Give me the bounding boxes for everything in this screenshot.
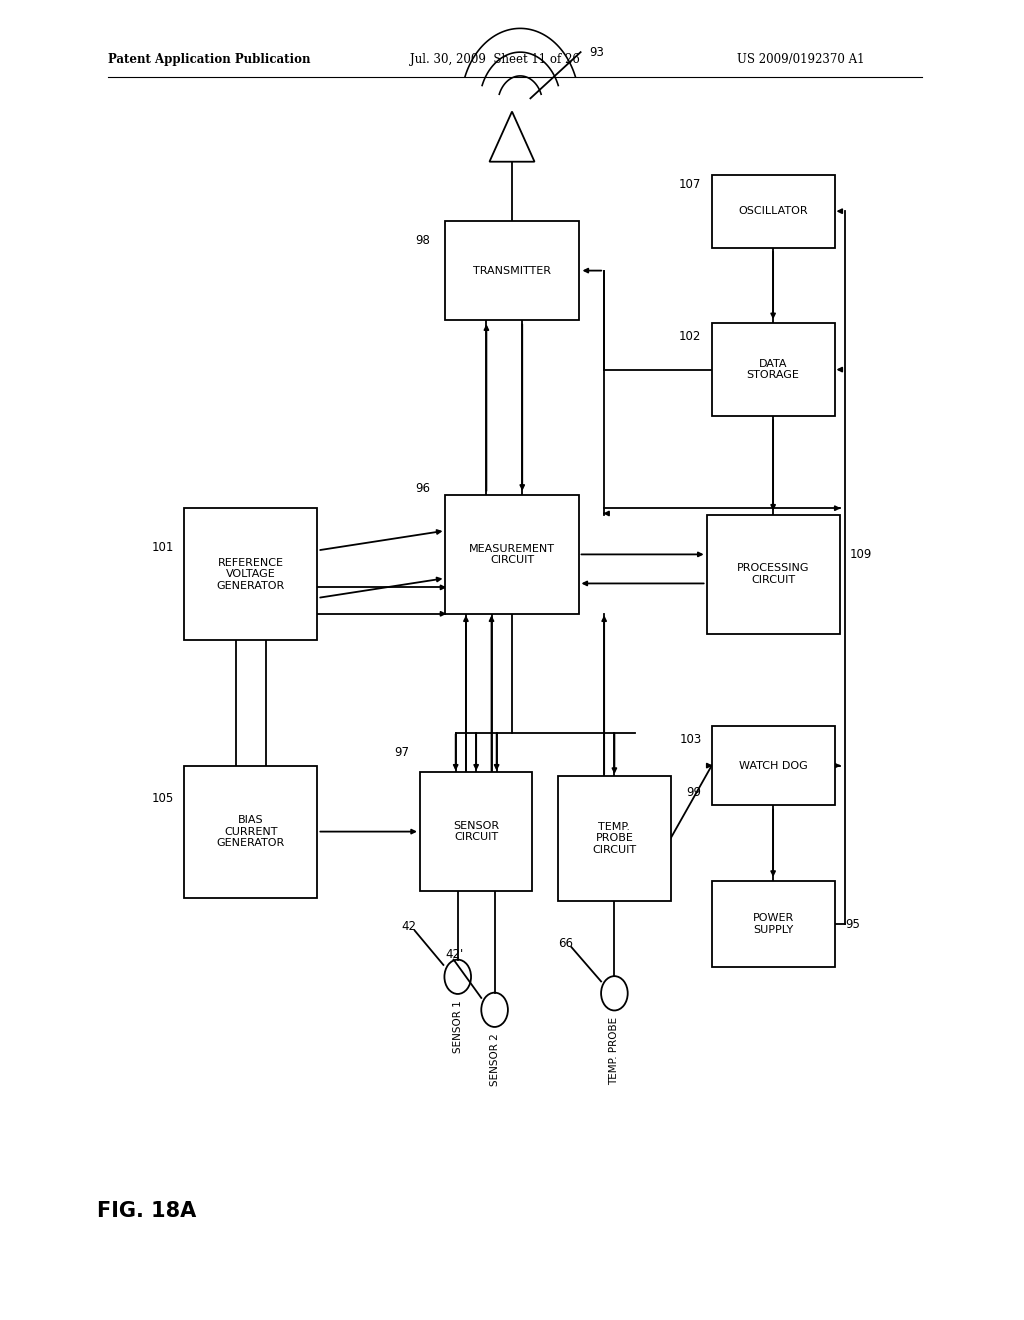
Text: 95: 95 xyxy=(845,917,860,931)
Bar xyxy=(712,174,835,248)
Text: 105: 105 xyxy=(152,792,174,805)
Text: 96: 96 xyxy=(415,482,430,495)
Text: 99: 99 xyxy=(686,785,701,799)
Text: PROCESSING
CIRCUIT: PROCESSING CIRCUIT xyxy=(737,564,809,585)
Bar xyxy=(184,508,317,640)
Bar xyxy=(445,495,579,614)
Text: BIAS
CURRENT
GENERATOR: BIAS CURRENT GENERATOR xyxy=(217,814,285,849)
Bar xyxy=(420,772,532,891)
Text: DATA
STORAGE: DATA STORAGE xyxy=(746,359,800,380)
Text: POWER
SUPPLY: POWER SUPPLY xyxy=(753,913,794,935)
Text: 42': 42' xyxy=(445,948,464,961)
Text: TEMP. PROBE: TEMP. PROBE xyxy=(609,1016,620,1085)
Text: Jul. 30, 2009  Sheet 11 of 26: Jul. 30, 2009 Sheet 11 of 26 xyxy=(410,53,580,66)
Text: 42: 42 xyxy=(401,920,417,933)
Text: FIG. 18A: FIG. 18A xyxy=(97,1201,197,1221)
Bar xyxy=(184,766,317,898)
Bar xyxy=(707,515,840,634)
Text: 107: 107 xyxy=(679,178,701,191)
Text: REFERENCE
VOLTAGE
GENERATOR: REFERENCE VOLTAGE GENERATOR xyxy=(217,557,285,591)
Text: TRANSMITTER: TRANSMITTER xyxy=(473,265,551,276)
Bar xyxy=(712,726,835,805)
Text: 93: 93 xyxy=(589,46,604,58)
Text: OSCILLATOR: OSCILLATOR xyxy=(738,206,808,216)
Text: Patent Application Publication: Patent Application Publication xyxy=(108,53,310,66)
Text: 101: 101 xyxy=(152,541,174,554)
Text: 102: 102 xyxy=(679,330,701,343)
Text: 98: 98 xyxy=(415,235,430,247)
Bar xyxy=(712,882,835,966)
Text: 103: 103 xyxy=(679,733,701,746)
Text: WATCH DOG: WATCH DOG xyxy=(738,760,808,771)
Bar xyxy=(445,220,579,319)
Bar xyxy=(558,776,671,900)
Text: 109: 109 xyxy=(850,548,872,561)
Text: US 2009/0192370 A1: US 2009/0192370 A1 xyxy=(737,53,865,66)
Text: MEASUREMENT
CIRCUIT: MEASUREMENT CIRCUIT xyxy=(469,544,555,565)
Bar xyxy=(712,323,835,416)
Text: SENSOR 2: SENSOR 2 xyxy=(489,1034,500,1086)
Text: SENSOR
CIRCUIT: SENSOR CIRCUIT xyxy=(453,821,500,842)
Text: TEMP.
PROBE
CIRCUIT: TEMP. PROBE CIRCUIT xyxy=(592,821,637,855)
Text: 97: 97 xyxy=(394,746,410,759)
Text: SENSOR 1: SENSOR 1 xyxy=(453,1001,463,1053)
Text: 66: 66 xyxy=(558,937,573,949)
